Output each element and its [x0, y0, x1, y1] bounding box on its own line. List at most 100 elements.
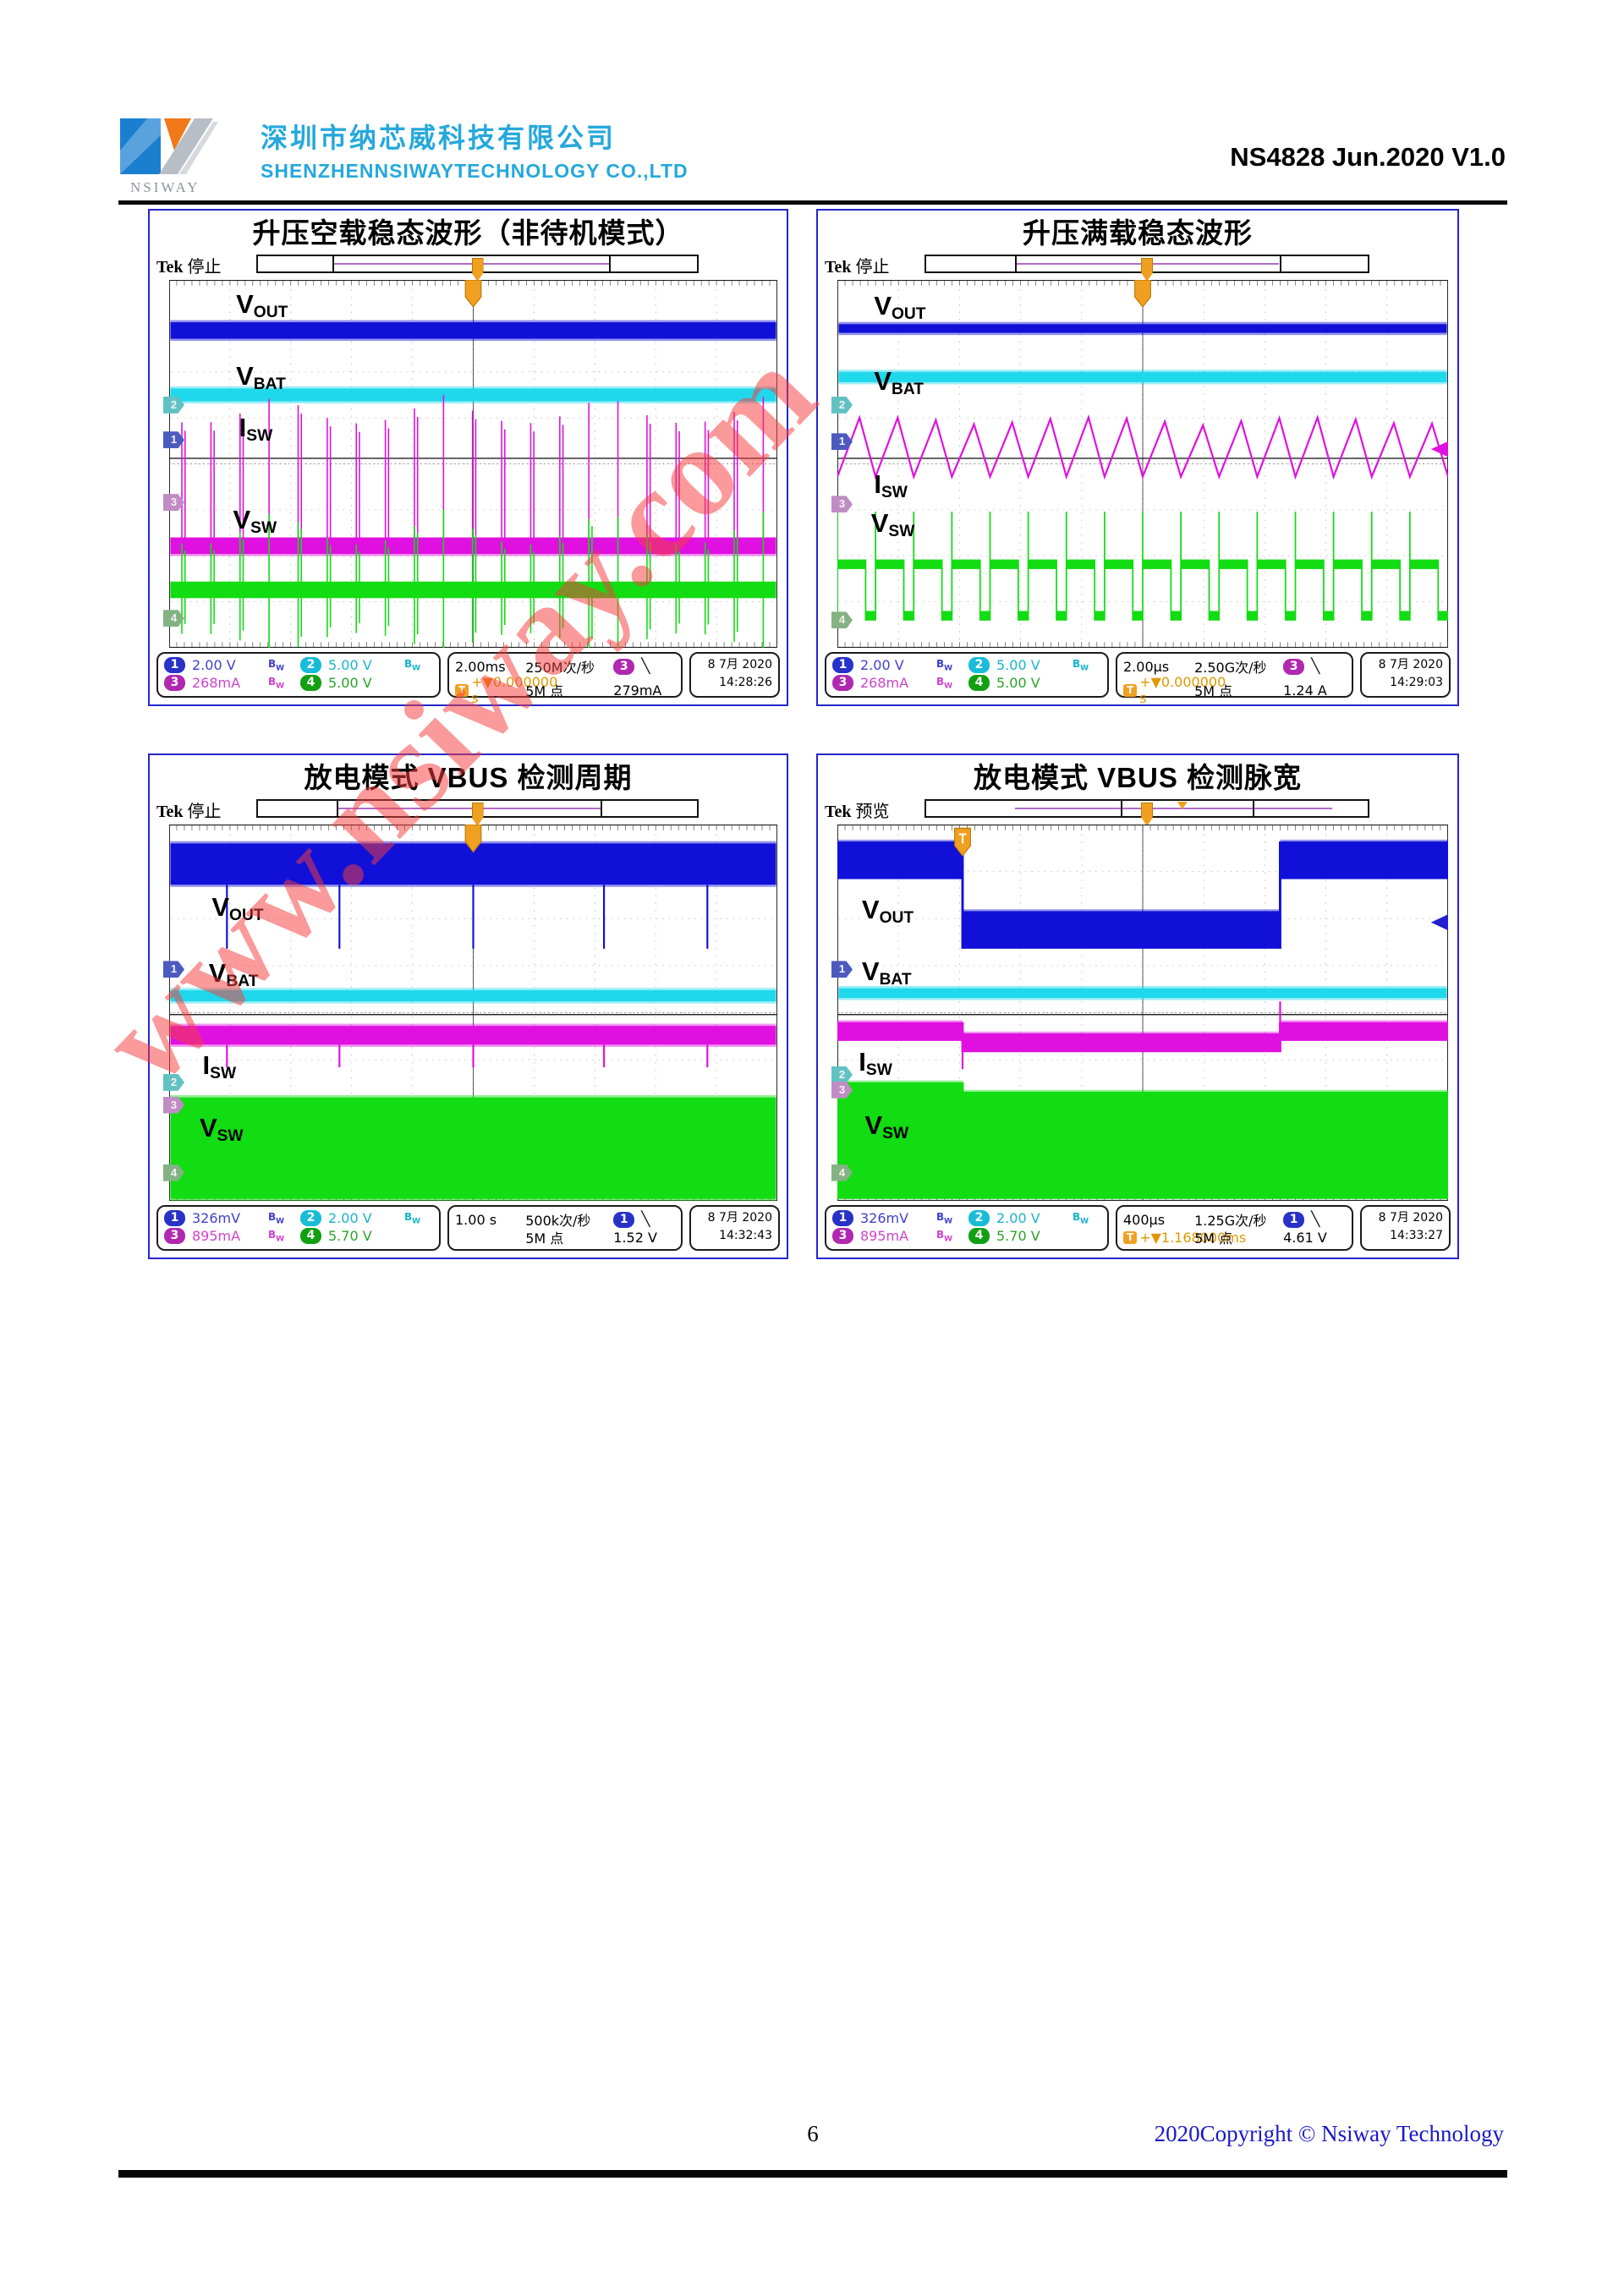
channel-readouts: 1 326mV BW 2 2.00 V BW 3 895mA BW 4 5.70 V — [156, 1205, 441, 1251]
tek-brand-label: Tek — [156, 803, 184, 821]
trigger-level: 1.52 V — [613, 1229, 657, 1246]
record-points: 5M 点 — [525, 1230, 564, 1247]
waveform-label-isw: ISW — [239, 412, 273, 445]
copyright-notice: 2020Copyright © Nsiway Technology — [1154, 2121, 1504, 2146]
logo-wordmark: NSIWAY — [130, 179, 200, 195]
time-readout: 14:33:27 — [1390, 1229, 1443, 1242]
scope-status-bar: 1 326mV BW 2 2.00 V BW 3 895mA BW 4 5.70 V 1.00 s 50… — [156, 1205, 780, 1251]
bandwidth-limit-icon: BW — [268, 675, 285, 691]
channel-readout-row: 1 2.00 V BW 2 5.00 V BW — [832, 656, 1101, 674]
trigger-level: 279mA — [613, 682, 662, 699]
trigger-slope-icon: ╲ — [1311, 1210, 1320, 1228]
waveform-plot — [837, 280, 1448, 648]
tek-row: Tek 停止 — [156, 253, 780, 282]
waveform-label-isw: ISW — [202, 1050, 237, 1083]
waveform-label-vsw: VSW — [199, 1112, 244, 1145]
bandwidth-limit-icon: BW — [1073, 1210, 1089, 1226]
timebase-readouts: 1.00 s 500k次/秒 1 ╲ 5M 点 1.52 V — [447, 1205, 683, 1251]
company-name-en: SHENZHENNSIWAYTECHNOLOGY CO.,LTD — [261, 160, 689, 182]
channel-readouts: 1 2.00 V BW 2 5.00 V BW 3 268mA BW 4 5.00 V — [156, 652, 441, 698]
acq-record-line — [337, 808, 601, 809]
header: NSIWAY 深圳市纳芯威科技有限公司 SHENZHENNSIWAYTECHNO… — [118, 117, 1507, 198]
sample-rate: 250M次/秒 — [525, 660, 595, 676]
document-title: NS4828 Jun.2020 V1.0 — [1230, 142, 1506, 172]
acq-divider — [609, 256, 612, 271]
trigger-position-marker — [1141, 803, 1154, 826]
channel-1-badge: 1 — [164, 657, 185, 673]
trigger-channel-badge: 3 — [613, 658, 635, 675]
acq-divider — [600, 801, 602, 816]
trigger-offset-icon: T — [455, 683, 469, 697]
channel-1-badge: 1 — [832, 1210, 853, 1226]
channel-3-badge: 3 — [164, 675, 185, 691]
channel-3-badge: 3 — [164, 1228, 185, 1244]
graticule: T VOUT VBAT ISW VSW 1 2 3 4 — [831, 825, 1448, 1201]
trigger-source-cell: 1 ╲ — [613, 1210, 675, 1228]
channel-3-scale: 268mA — [192, 675, 241, 691]
channel-3-marker: 3 — [163, 1096, 184, 1114]
timebase-scale: 2.00μs — [1123, 658, 1170, 675]
channel-1-badge: 1 — [832, 657, 853, 673]
channel-2-scale: 5.00 V — [996, 657, 1040, 673]
waveform-label-vout: VOUT — [236, 289, 288, 322]
channel-3-scale: 895mA — [192, 1228, 241, 1244]
waveform-label-isw: ISW — [859, 1046, 892, 1079]
scope-panel-2: 升压满载稳态波形 Tek 停止 VOUT VBAT ISW VSW 2 1 3 4 1 2.00 V BW… — [816, 209, 1459, 706]
nsiway-logo: NSIWAY — [118, 117, 245, 198]
datetime-readout: 8 7月 2020 14:32:43 — [689, 1205, 780, 1251]
timebase-row: 2.00μs 2.50G次/秒 3 ╲ — [1123, 656, 1346, 676]
tek-row: Tek 停止 — [825, 253, 1451, 282]
acq-divider — [1014, 256, 1017, 271]
channel-2-marker: 2 — [831, 1066, 853, 1083]
trigger-slope-icon: ╲ — [641, 1210, 650, 1228]
bandwidth-limit-icon: BW — [268, 657, 285, 673]
timebase-row: 1.00 s 500k次/秒 1 ╲ — [455, 1209, 675, 1229]
trigger-offset-icon: T — [1123, 683, 1138, 697]
timebase-scale: 400μs — [1123, 1211, 1166, 1228]
acquisition-status-label: 预览 — [855, 803, 890, 821]
timebase-row-2: T +▼0.000000 s 5M 点 1.24 A — [1123, 674, 1346, 706]
sample-rate: 1.25G次/秒 — [1194, 1213, 1267, 1229]
channel-1-scale: 326mV — [192, 1210, 241, 1226]
tek-brand-label: Tek — [825, 258, 852, 277]
trigger-level: 1.24 A — [1283, 682, 1327, 699]
channel-1-marker: 1 — [831, 961, 853, 978]
channel-readouts: 1 326mV BW 2 2.00 V BW 3 895mA BW 4 5.70 V — [825, 1205, 1109, 1251]
bandwidth-limit-icon: BW — [936, 675, 953, 691]
timebase-readouts: 400μs 1.25G次/秒 1 ╲ T +▼1.168000ms 5M 点 4.61 V — [1116, 1205, 1353, 1251]
waveform-plot: T — [837, 825, 1448, 1201]
channel-2-scale: 2.00 V — [328, 1210, 372, 1226]
trigger-source-cell: 1 ╲ — [1283, 1210, 1346, 1228]
datetime-readout: 8 7月 2020 14:33:27 — [1359, 1205, 1451, 1251]
channel-3-marker: 3 — [163, 494, 184, 512]
acq-record-line — [1014, 808, 1333, 809]
channel-4-marker: 4 — [831, 1164, 853, 1181]
channel-readout-row: 3 895mA BW 4 5.70 V — [832, 1227, 1101, 1245]
channel-4-badge: 4 — [300, 675, 321, 691]
scope-title: 放电模式 VBUS 检测脉宽 — [973, 762, 1303, 793]
header-rule — [118, 200, 1507, 205]
channel-3-scale: 895mA — [860, 1228, 909, 1244]
tek-row: Tek 停止 — [156, 797, 780, 826]
trigger-offset-icon: T — [1123, 1230, 1138, 1244]
time-readout: 14:28:26 — [719, 676, 772, 689]
trigger-offset-readout: T +▼1.168000ms — [1123, 1230, 1246, 1246]
trigger-source-cell: 3 ╲ — [1283, 658, 1346, 675]
acquisition-status-label: 停止 — [187, 258, 222, 277]
timebase-row: 400μs 1.25G次/秒 1 ╲ — [1123, 1209, 1346, 1229]
timebase-row-2: 5M 点 1.52 V — [455, 1227, 675, 1247]
waveform-label-vbat: VBAT — [208, 958, 259, 991]
trigger-position-marker — [471, 803, 484, 826]
channel-readout-row: 3 268mA BW 4 5.00 V — [832, 674, 1101, 692]
bandwidth-limit-icon: BW — [404, 1210, 421, 1226]
datetime-readout: 8 7月 2020 14:29:03 — [1359, 652, 1451, 698]
tek-row: Tek 预览 — [825, 797, 1451, 826]
timebase-readouts: 2.00μs 2.50G次/秒 3 ╲ T +▼0.000000 s 5M 点 1.24 A — [1116, 652, 1353, 706]
timebase-scale: 1.00 s — [455, 1211, 497, 1228]
waveform-plot — [169, 280, 777, 648]
svg-text:T: T — [959, 831, 967, 847]
timebase-row-2: T +▼0.000000 s 5M 点 279mA — [455, 674, 675, 706]
timebase-scale: 2.00ms — [455, 658, 506, 675]
channel-3-badge: 3 — [832, 675, 853, 691]
